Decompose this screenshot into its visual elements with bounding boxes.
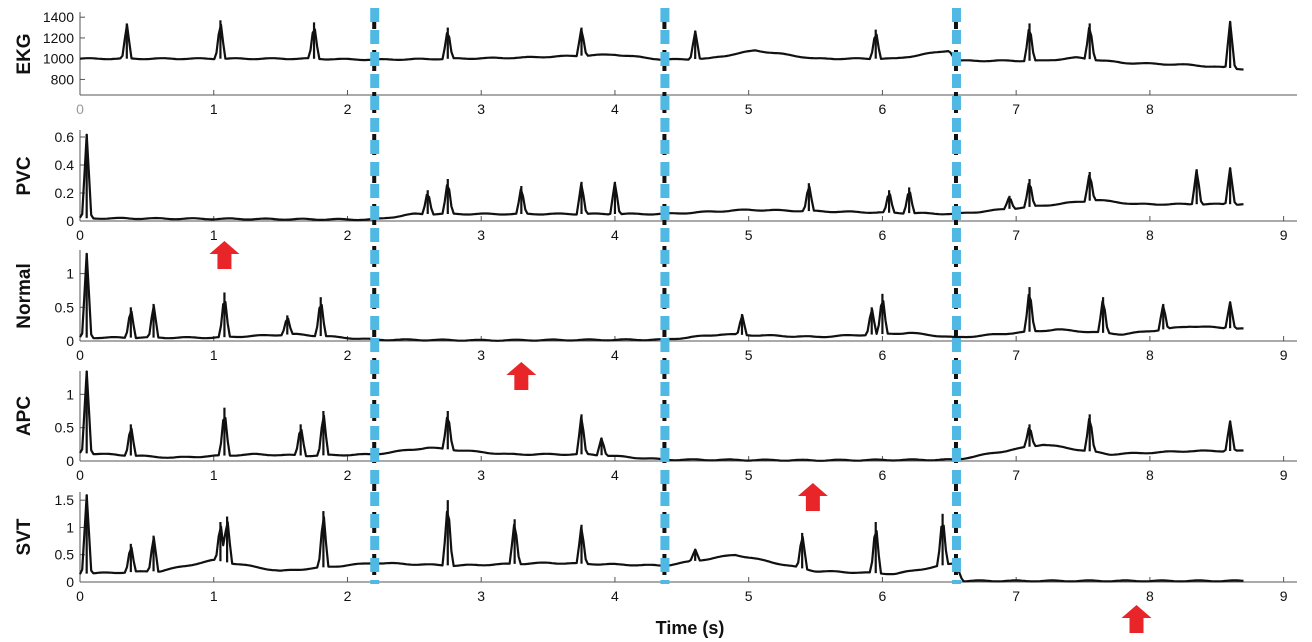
y-axis-label: EKG bbox=[14, 33, 35, 74]
x-tick-label: 2 bbox=[344, 227, 352, 243]
red-arrow-icon bbox=[1121, 605, 1152, 633]
panel-svt: SVT 1.5 1 0.5 00 1 2 3 4 5 6 7 8 9 bbox=[14, 492, 1297, 604]
x-tick-label: 7 bbox=[1012, 227, 1020, 243]
red-arrow-icon bbox=[797, 483, 828, 511]
x-tick-label: 0 bbox=[76, 467, 84, 483]
x-tick-label: 2 bbox=[344, 347, 352, 363]
x-tick-label: 9 bbox=[1280, 588, 1288, 604]
y-tick-label: 0 bbox=[66, 574, 74, 590]
segment-boundaries bbox=[370, 8, 961, 584]
x-tick-label: 6 bbox=[879, 347, 887, 363]
x-tick-label: 9 bbox=[1280, 227, 1288, 243]
y-tick-label: 1400 bbox=[43, 9, 74, 25]
x-axis-label: Time (s) bbox=[656, 618, 725, 638]
y-tick-label: 0.5 bbox=[55, 420, 75, 436]
x-tick-label: 8 bbox=[1146, 588, 1154, 604]
y-axis-label: Normal bbox=[14, 263, 35, 328]
x-tick-label: 0 bbox=[76, 227, 84, 243]
y-tick-label: 0 bbox=[66, 213, 74, 229]
x-tick-label: 5 bbox=[745, 347, 753, 363]
x-tick-label: 8 bbox=[1146, 347, 1154, 363]
x-tick-label: 2 bbox=[344, 588, 352, 604]
x-tick-label: 6 bbox=[879, 101, 887, 117]
x-tick-label: 1 bbox=[210, 347, 218, 363]
x-tick-label: 1 bbox=[210, 227, 218, 243]
x-tick-label: 6 bbox=[879, 588, 887, 604]
y-tick-label: 0.6 bbox=[55, 129, 75, 145]
arrow-markers bbox=[209, 241, 1152, 633]
red-arrow-icon bbox=[209, 241, 240, 269]
y-axis-label: SVT bbox=[14, 518, 35, 555]
x-tick-label: 8 bbox=[1146, 101, 1154, 117]
x-tick-label: 7 bbox=[1012, 101, 1020, 117]
x-tick-label: 3 bbox=[477, 588, 485, 604]
x-tick-label: 9 bbox=[1280, 467, 1288, 483]
y-tick-label: 800 bbox=[51, 71, 75, 87]
x-tick-label: 3 bbox=[477, 467, 485, 483]
y-tick-label: 0 bbox=[66, 333, 74, 349]
x-tick-label: 8 bbox=[1146, 227, 1154, 243]
x-tick-label: 4 bbox=[611, 227, 619, 243]
red-arrow-icon bbox=[506, 362, 537, 390]
x-tick-label: 7 bbox=[1012, 347, 1020, 363]
x-tick-label: 1 bbox=[210, 588, 218, 604]
y-tick-label: 0.5 bbox=[55, 299, 75, 315]
y-axis-label: APC bbox=[14, 396, 35, 436]
y-tick-label: 1200 bbox=[43, 30, 74, 46]
panel-normal: Normal 1 0.5 00 1 2 3 4 5 6 7 8 9 bbox=[14, 250, 1297, 363]
x-tick-label: 9 bbox=[1280, 347, 1288, 363]
x-tick-label: 5 bbox=[745, 101, 753, 117]
x-tick-label: 0 bbox=[76, 588, 84, 604]
x-tick-label: 8 bbox=[1146, 467, 1154, 483]
x-tick-label: 4 bbox=[611, 467, 619, 483]
x-tick-label: 0 bbox=[76, 347, 84, 363]
y-tick-label: 0.5 bbox=[55, 547, 75, 563]
y-tick-label: 1 bbox=[66, 386, 74, 402]
x-tick-label: 0 bbox=[76, 101, 84, 117]
x-tick-label: 3 bbox=[477, 227, 485, 243]
x-tick-label: 1 bbox=[210, 101, 218, 117]
x-tick-label: 3 bbox=[477, 347, 485, 363]
x-tick-label: 2 bbox=[344, 101, 352, 117]
x-tick-label: 6 bbox=[879, 467, 887, 483]
y-tick-label: 0 bbox=[66, 453, 74, 469]
y-tick-label: 0.2 bbox=[55, 185, 75, 201]
x-tick-label: 5 bbox=[745, 227, 753, 243]
y-axis-label: PVC bbox=[14, 156, 35, 195]
x-tick-label: 7 bbox=[1012, 588, 1020, 604]
y-tick-label: 1000 bbox=[43, 51, 74, 67]
panel-pvc: PVC 0.6 0.4 0.2 00 1 2 3 4 5 6 7 8 9 bbox=[14, 129, 1297, 243]
x-tick-label: 2 bbox=[344, 467, 352, 483]
x-tick-label: 6 bbox=[879, 227, 887, 243]
x-tick-label: 3 bbox=[477, 101, 485, 117]
x-tick-label: 4 bbox=[611, 588, 619, 604]
x-tick-label: 4 bbox=[611, 347, 619, 363]
x-tick-label: 7 bbox=[1012, 467, 1020, 483]
y-tick-label: 1 bbox=[66, 266, 74, 282]
x-tick-label: 5 bbox=[745, 467, 753, 483]
y-tick-label: 0.4 bbox=[55, 157, 75, 173]
x-tick-label: 4 bbox=[611, 101, 619, 117]
x-tick-label: 5 bbox=[745, 588, 753, 604]
x-tick-label: 1 bbox=[210, 467, 218, 483]
y-tick-label: 1 bbox=[66, 519, 74, 535]
y-tick-label: 1.5 bbox=[55, 492, 75, 508]
panel-apc: APC 1 0.5 00 1 2 3 4 5 6 7 8 9 bbox=[14, 370, 1297, 483]
